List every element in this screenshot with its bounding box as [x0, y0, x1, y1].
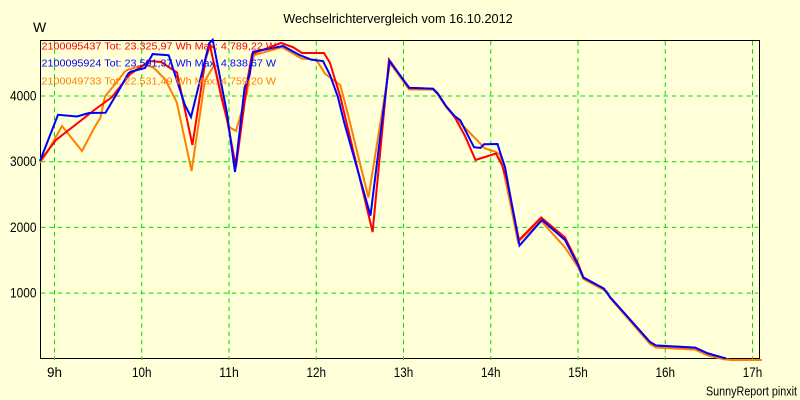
svg-text:16h: 16h	[656, 364, 676, 380]
svg-text:11h: 11h	[219, 364, 239, 380]
svg-text:2100049733 Tot: 22.531,49 Wh M: 2100049733 Tot: 22.531,49 Wh Max: 4.759,…	[42, 76, 277, 88]
svg-text:4000: 4000	[10, 89, 37, 104]
svg-text:Wechselrichtervergleich vom 16: Wechselrichtervergleich vom 16.10.2012	[283, 11, 513, 26]
svg-text:15h: 15h	[568, 364, 588, 380]
svg-text:3000: 3000	[10, 154, 37, 169]
svg-text:13h: 13h	[394, 364, 414, 380]
svg-text:2100095924 Tot: 23.591,37 Wh M: 2100095924 Tot: 23.591,37 Wh Max: 4.838,…	[42, 58, 277, 70]
svg-text:14h: 14h	[481, 364, 501, 380]
svg-text:10h: 10h	[132, 364, 152, 380]
svg-text:2100095437 Tot: 23.325,97 Wh M: 2100095437 Tot: 23.325,97 Wh Max: 4.789,…	[42, 41, 277, 53]
svg-text:2000: 2000	[10, 220, 37, 235]
svg-text:17h: 17h	[743, 364, 763, 380]
svg-text:12h: 12h	[307, 364, 327, 380]
svg-text:SunnyReport pinxit: SunnyReport pinxit	[706, 385, 797, 399]
svg-text:1000: 1000	[10, 286, 37, 301]
svg-text:9h: 9h	[47, 364, 62, 380]
svg-text:W: W	[33, 19, 47, 35]
